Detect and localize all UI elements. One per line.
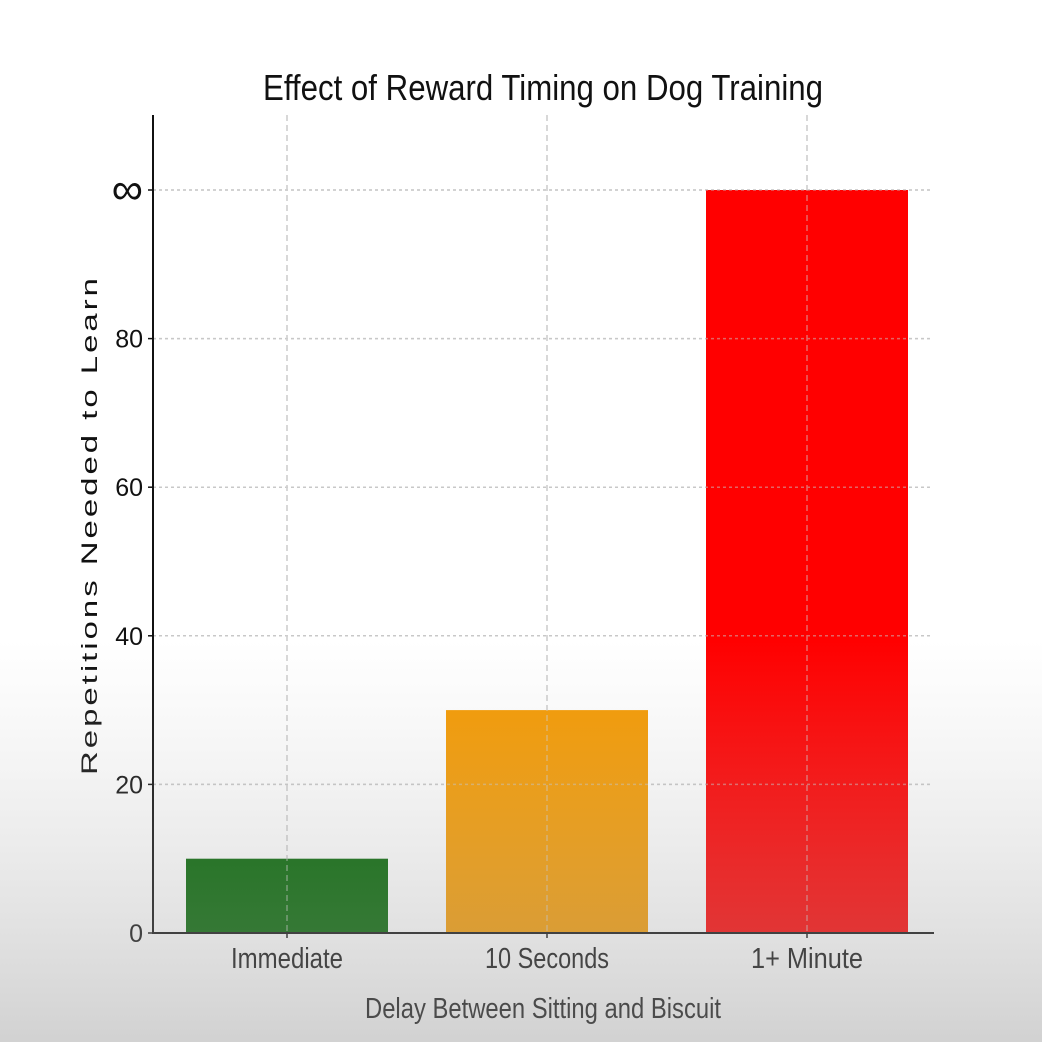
y-tick-label: 60 bbox=[115, 474, 143, 502]
y-ticks: 0 20 40 60 80 ∞ bbox=[112, 165, 153, 948]
y-tick-label: 20 bbox=[115, 771, 143, 799]
x-tick-label: 10 Seconds bbox=[485, 943, 609, 975]
y-tick-label: ∞ bbox=[112, 165, 143, 214]
x-tick-label: Immediate bbox=[231, 943, 343, 975]
y-tick-label: 0 bbox=[129, 920, 143, 948]
x-tick-label: 1+ Minute bbox=[751, 943, 863, 975]
y-tick-label: 80 bbox=[115, 326, 143, 354]
bars bbox=[186, 190, 908, 933]
x-ticks: Immediate 10 Seconds 1+ Minute bbox=[231, 933, 863, 975]
y-tick-label: 40 bbox=[115, 623, 143, 651]
x-axis-label: Delay Between Sitting and Biscuit bbox=[365, 993, 721, 1025]
chart-title: Effect of Reward Timing on Dog Training bbox=[263, 67, 823, 108]
bar-1-minute bbox=[706, 190, 908, 933]
y-axis-label: Repetitions Needed to Learn bbox=[77, 275, 102, 775]
